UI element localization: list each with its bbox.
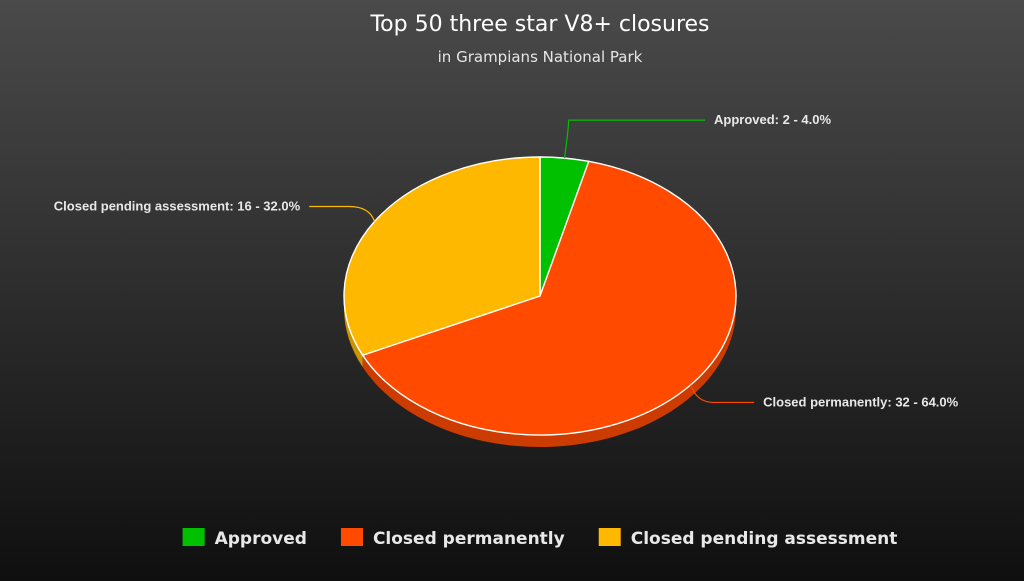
legend-label-closed-permanently: Closed permanently (373, 529, 565, 549)
chart-title: Top 50 three star V8+ closures (369, 12, 709, 37)
connector-closed-permanently (690, 384, 755, 404)
data-label-closed-permanently: Closed permanently: 32 - 64.0% (763, 394, 959, 409)
slice-side-closed-pending-assessment (344, 296, 363, 368)
connector-approved (563, 119, 705, 159)
legend-swatch-approved (182, 528, 205, 546)
legend-label-closed-pending-assessment: Closed pending assessment (631, 529, 898, 549)
legend-swatch-closed-permanently (340, 528, 363, 546)
slice-closed-pending-assessment[interactable] (343, 156, 541, 356)
legend-swatch-closed-pending-assessment (598, 528, 621, 546)
data-label-closed-pending-assessment: Closed pending assessment: 16 - 32.0% (54, 199, 301, 214)
legend-item-closed-permanently[interactable]: Closed permanently (340, 528, 565, 549)
legend-label-approved: Approved (215, 529, 307, 549)
legend-item-closed-pending-assessment[interactable]: Closed pending assessment (598, 528, 898, 549)
legend[interactable]: Approved Closed permanently Closed pending… (182, 528, 898, 549)
data-labels: Approved: 2 - 4.0% Closed permanently: 32… (54, 112, 959, 409)
connector-closed-pending-assessment (309, 205, 376, 222)
legend-item-approved[interactable]: Approved (182, 528, 307, 549)
chart-subtitle: in Grampians National Park (438, 48, 643, 66)
data-label-approved: Approved: 2 - 4.0% (714, 112, 831, 127)
pie-slices (343, 156, 737, 447)
